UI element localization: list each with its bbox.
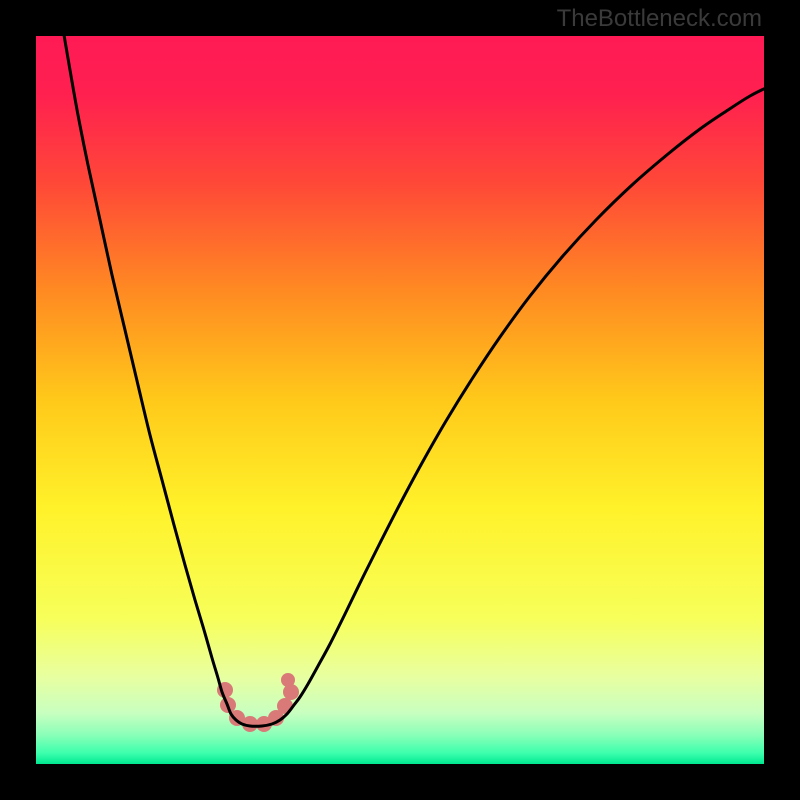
- chart-frame: TheBottleneck.com: [0, 0, 800, 800]
- blob-dot: [281, 673, 295, 687]
- watermark-text: TheBottleneck.com: [557, 5, 762, 33]
- v-curve: [57, 36, 764, 726]
- bottom-blob: [217, 673, 299, 732]
- curve-layer: [36, 36, 764, 764]
- plot-area: [36, 36, 764, 764]
